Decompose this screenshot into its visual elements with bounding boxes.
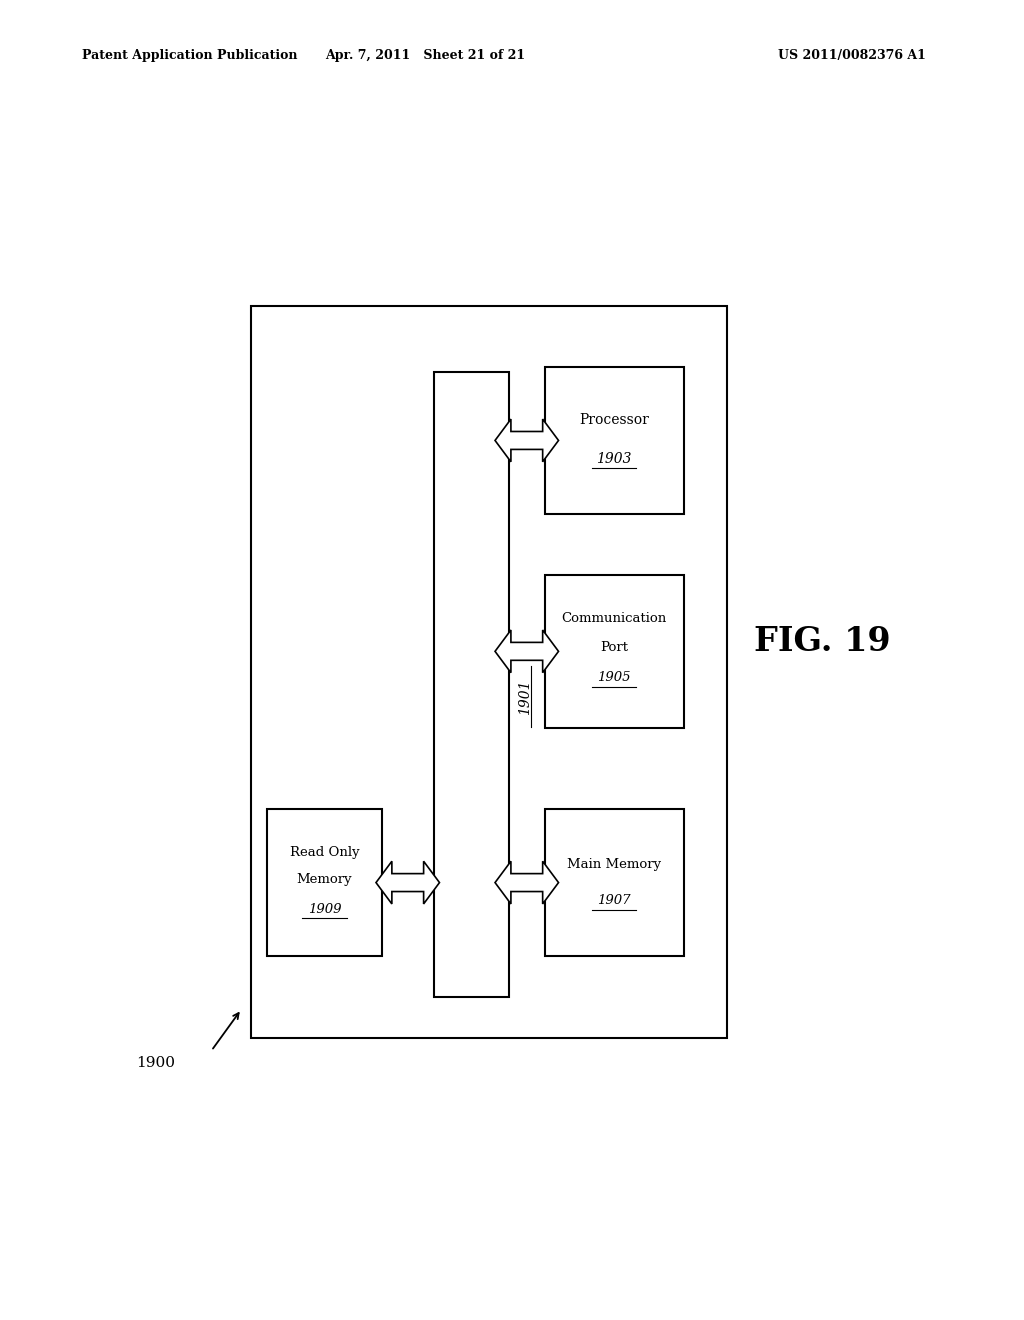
- Polygon shape: [495, 861, 558, 904]
- Text: 1909: 1909: [307, 903, 341, 916]
- Bar: [267, 809, 382, 956]
- Text: US 2011/0082376 A1: US 2011/0082376 A1: [778, 49, 926, 62]
- Text: Port: Port: [600, 640, 628, 653]
- Text: 1900: 1900: [136, 1056, 176, 1071]
- Text: Communication: Communication: [561, 612, 667, 626]
- Text: Read Only: Read Only: [290, 846, 359, 858]
- Bar: [545, 367, 684, 515]
- Bar: [545, 576, 684, 727]
- Text: 1905: 1905: [597, 672, 631, 684]
- Bar: [433, 372, 509, 997]
- Text: Processor: Processor: [580, 413, 649, 428]
- Text: FIG. 19: FIG. 19: [754, 624, 891, 657]
- Text: Main Memory: Main Memory: [567, 858, 662, 871]
- Text: 1901: 1901: [518, 678, 532, 714]
- Polygon shape: [495, 420, 558, 462]
- Bar: [545, 809, 684, 956]
- Text: 1907: 1907: [597, 895, 631, 907]
- Polygon shape: [495, 630, 558, 673]
- Bar: [251, 306, 727, 1038]
- Text: Patent Application Publication: Patent Application Publication: [82, 49, 297, 62]
- Text: 1903: 1903: [596, 451, 632, 466]
- Polygon shape: [376, 861, 439, 904]
- Text: Memory: Memory: [297, 873, 352, 886]
- Text: Apr. 7, 2011   Sheet 21 of 21: Apr. 7, 2011 Sheet 21 of 21: [325, 49, 525, 62]
